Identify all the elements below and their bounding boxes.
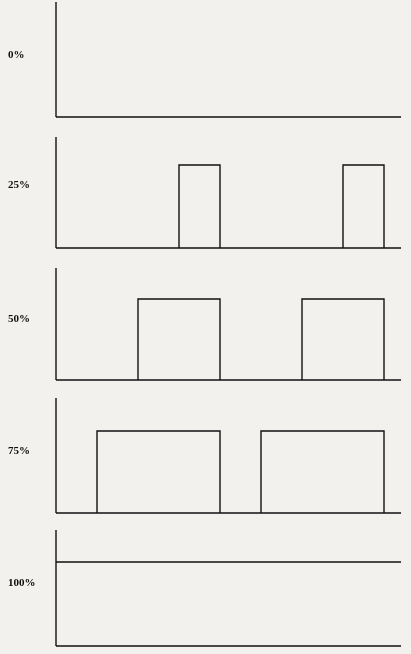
- panel-2-pulse-2: [301, 298, 385, 380]
- panel-label-75: 75%: [8, 445, 30, 457]
- panel-label-0: 0%: [8, 49, 25, 61]
- panel-label-100: 100%: [8, 577, 36, 589]
- panel-label-25: 25%: [8, 179, 30, 191]
- panel-1-pulse-2: [342, 164, 385, 248]
- panel-label-50: 50%: [8, 313, 30, 325]
- panel-1-pulse-1: [178, 164, 221, 248]
- panel-3-pulse-1: [96, 430, 221, 513]
- panel-2-pulse-1: [137, 298, 221, 380]
- panel-3-pulse-2: [260, 430, 385, 513]
